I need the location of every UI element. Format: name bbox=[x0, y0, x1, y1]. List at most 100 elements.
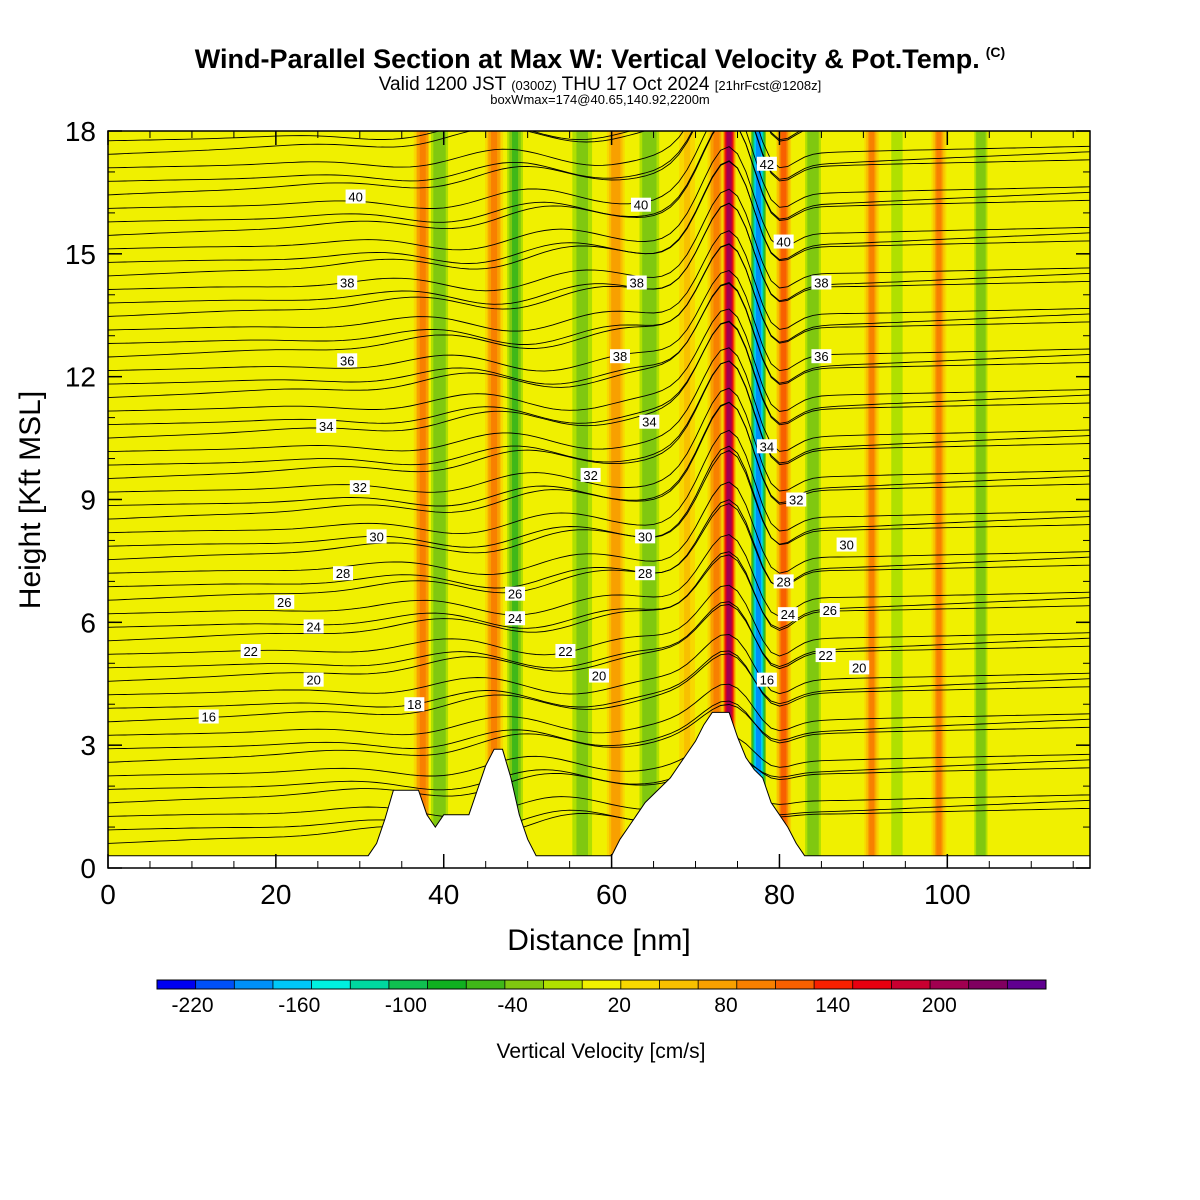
theta-contour bbox=[108, 429, 1090, 535]
theta-label-box bbox=[819, 603, 840, 618]
theta-label: 16 bbox=[756, 672, 777, 688]
colorbar-tick-label: -40 bbox=[497, 994, 527, 1017]
theta-contour bbox=[108, 387, 1090, 493]
y-tick-label: 9 bbox=[80, 485, 96, 516]
y-tick-label: 15 bbox=[65, 239, 96, 270]
theta-contour bbox=[108, 360, 1090, 480]
theta-contour bbox=[108, 321, 1090, 426]
terrain-profile bbox=[108, 711, 1090, 868]
theta-label-text: 22 bbox=[558, 644, 572, 659]
theta-label: 16 bbox=[198, 709, 219, 725]
colorbar-swatch bbox=[891, 980, 931, 989]
theta-contour bbox=[108, 787, 1090, 818]
y-tick-label: 12 bbox=[65, 362, 96, 393]
theta-contour bbox=[108, 25, 1090, 127]
velocity-band-core bbox=[713, 131, 720, 868]
x-tick-label: 40 bbox=[428, 879, 459, 910]
theta-label-box bbox=[811, 275, 832, 290]
theta-label-text: 22 bbox=[818, 648, 832, 663]
theta-contour bbox=[108, 146, 1090, 251]
theta-label: 38 bbox=[609, 349, 630, 364]
terrain bbox=[108, 711, 1090, 868]
theta-contour bbox=[108, 131, 1090, 169]
theta-contour bbox=[108, 481, 1090, 575]
theta-label: 34 bbox=[639, 414, 660, 430]
theta-label: 20 bbox=[303, 672, 324, 688]
velocity-band-core bbox=[645, 131, 654, 868]
theta-contour bbox=[108, 202, 1090, 317]
theta-label-box bbox=[316, 418, 337, 433]
theta-label-box bbox=[635, 566, 656, 581]
theta-label: 30 bbox=[635, 529, 656, 544]
theta-contour bbox=[108, 281, 1090, 399]
theta-label: 24 bbox=[777, 607, 798, 622]
colorbar-tick-label: -160 bbox=[278, 994, 320, 1017]
theta-label: 32 bbox=[349, 480, 370, 495]
theta-contours bbox=[108, 25, 1090, 844]
theta-label-box bbox=[849, 660, 870, 675]
theta-label: 26 bbox=[274, 594, 295, 610]
valid-utc: (0300Z) bbox=[511, 78, 557, 93]
theta-contour bbox=[108, 534, 1090, 617]
theta-label-text: 16 bbox=[760, 673, 774, 688]
theta-label-text: 38 bbox=[814, 275, 828, 290]
colorbar-swatch bbox=[350, 980, 390, 989]
theta-label-text: 20 bbox=[852, 660, 866, 675]
theta-label: 28 bbox=[635, 566, 656, 581]
theta-label: 38 bbox=[337, 275, 358, 290]
theta-label-box bbox=[274, 594, 295, 609]
theta-label-text: 28 bbox=[776, 574, 790, 589]
theta-label: 30 bbox=[366, 529, 387, 544]
theta-label-box bbox=[333, 566, 354, 581]
colorbar-swatch bbox=[272, 980, 313, 989]
theta-label-box bbox=[345, 189, 366, 204]
theta-contour bbox=[108, 449, 1090, 561]
theta-label-text: 30 bbox=[839, 538, 853, 553]
theta-label-box bbox=[505, 586, 526, 601]
theta-label-box bbox=[366, 529, 387, 544]
theta-contour bbox=[108, 653, 1090, 723]
velocity-band-core bbox=[578, 131, 586, 868]
theta-label: 28 bbox=[773, 574, 794, 589]
theta-label: 40 bbox=[773, 234, 794, 250]
theta-contour bbox=[108, 700, 1090, 750]
theta-contour bbox=[108, 308, 1090, 412]
colorbar-swatch bbox=[814, 980, 854, 989]
theta-contour bbox=[108, 269, 1090, 372]
colorbar-swatch bbox=[1007, 980, 1047, 989]
theta-label-text: 28 bbox=[638, 566, 652, 581]
theta-label-text: 26 bbox=[823, 603, 837, 618]
theta-label-box bbox=[756, 156, 777, 171]
theta-label-box bbox=[555, 643, 576, 658]
theta-label-text: 38 bbox=[630, 275, 644, 290]
x-tick-label: 0 bbox=[100, 879, 116, 910]
theta-label-text: 24 bbox=[508, 611, 522, 626]
theta-contour bbox=[108, 160, 1090, 277]
theta-contour bbox=[108, 160, 1090, 264]
theta-contour bbox=[108, 131, 801, 155]
velocity-band-core bbox=[436, 131, 443, 868]
theta-label: 28 bbox=[333, 566, 354, 581]
velocity-band-core bbox=[894, 131, 900, 868]
theta-label-box bbox=[773, 234, 794, 249]
theta-contour bbox=[108, 704, 1090, 763]
theta-contour bbox=[108, 131, 1090, 223]
theta-label-text: 16 bbox=[201, 710, 215, 725]
theta-contour bbox=[108, 799, 1090, 844]
theta-label-box bbox=[626, 275, 647, 290]
theta-label-box bbox=[609, 349, 630, 364]
box-info: boxWmax=174@40.65,140.92,2200m bbox=[490, 92, 710, 107]
theta-contour bbox=[108, 554, 1090, 642]
theta-label-text: 32 bbox=[583, 468, 597, 483]
velocity-band-core bbox=[781, 131, 787, 868]
theta-label-text: 20 bbox=[306, 673, 320, 688]
x-tick-label: 100 bbox=[924, 879, 971, 910]
theta-labels: 40 38 36 34 32 30 28 26 24 22 20 16 18 26 24 22 20 40 38 38… bbox=[198, 156, 870, 725]
theta-label: 36 bbox=[337, 353, 358, 368]
copyright-mark: (C) bbox=[985, 44, 1006, 60]
colorbar-frame bbox=[156, 979, 1047, 990]
theta-contour bbox=[108, 445, 1090, 548]
velocity-band-core bbox=[684, 131, 691, 868]
colorbar-swatch bbox=[736, 980, 776, 989]
